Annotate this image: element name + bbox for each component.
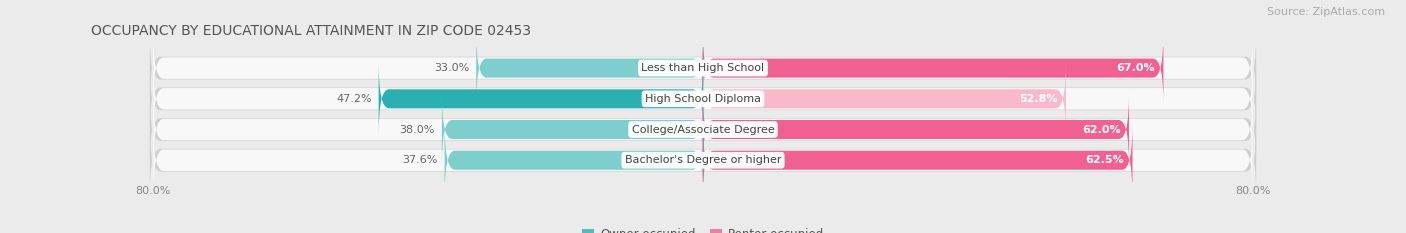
FancyBboxPatch shape [150,33,1256,103]
Text: College/Associate Degree: College/Associate Degree [631,124,775,134]
FancyBboxPatch shape [703,93,1129,166]
FancyBboxPatch shape [477,31,703,105]
Text: 47.2%: 47.2% [336,94,371,104]
FancyBboxPatch shape [703,31,1163,105]
Text: 52.8%: 52.8% [1019,94,1057,104]
FancyBboxPatch shape [153,33,1253,103]
FancyBboxPatch shape [153,94,1253,165]
FancyBboxPatch shape [150,64,1256,134]
Text: 62.0%: 62.0% [1083,124,1121,134]
Text: Less than High School: Less than High School [641,63,765,73]
Text: OCCUPANCY BY EDUCATIONAL ATTAINMENT IN ZIP CODE 02453: OCCUPANCY BY EDUCATIONAL ATTAINMENT IN Z… [91,24,531,38]
Text: Bachelor's Degree or higher: Bachelor's Degree or higher [624,155,782,165]
FancyBboxPatch shape [153,64,1253,134]
FancyBboxPatch shape [444,124,703,197]
FancyBboxPatch shape [703,124,1132,197]
Text: 37.6%: 37.6% [402,155,437,165]
FancyBboxPatch shape [150,95,1256,164]
Text: High School Diploma: High School Diploma [645,94,761,104]
Text: 33.0%: 33.0% [434,63,470,73]
Text: 62.5%: 62.5% [1085,155,1125,165]
Text: Source: ZipAtlas.com: Source: ZipAtlas.com [1267,7,1385,17]
FancyBboxPatch shape [378,62,703,135]
FancyBboxPatch shape [150,126,1256,195]
Text: 67.0%: 67.0% [1116,63,1156,73]
FancyBboxPatch shape [441,93,703,166]
Text: 38.0%: 38.0% [399,124,434,134]
Legend: Owner-occupied, Renter-occupied: Owner-occupied, Renter-occupied [578,224,828,233]
FancyBboxPatch shape [703,62,1066,135]
FancyBboxPatch shape [153,125,1253,195]
